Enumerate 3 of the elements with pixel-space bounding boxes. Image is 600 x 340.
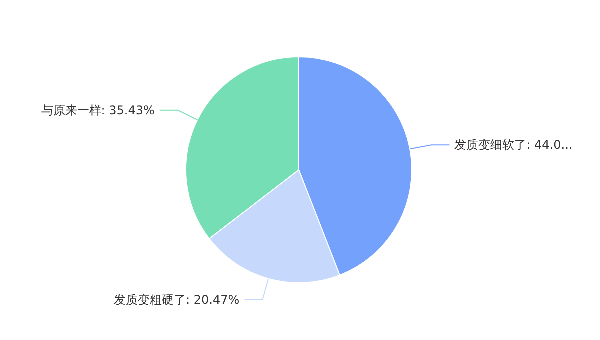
slice-label: 发质变粗硬了: 20.47% bbox=[114, 293, 240, 308]
slice-label: 与原来一样: 35.43% bbox=[41, 103, 155, 118]
slice-label: 发质变细软了: 44.0... bbox=[454, 138, 573, 152]
